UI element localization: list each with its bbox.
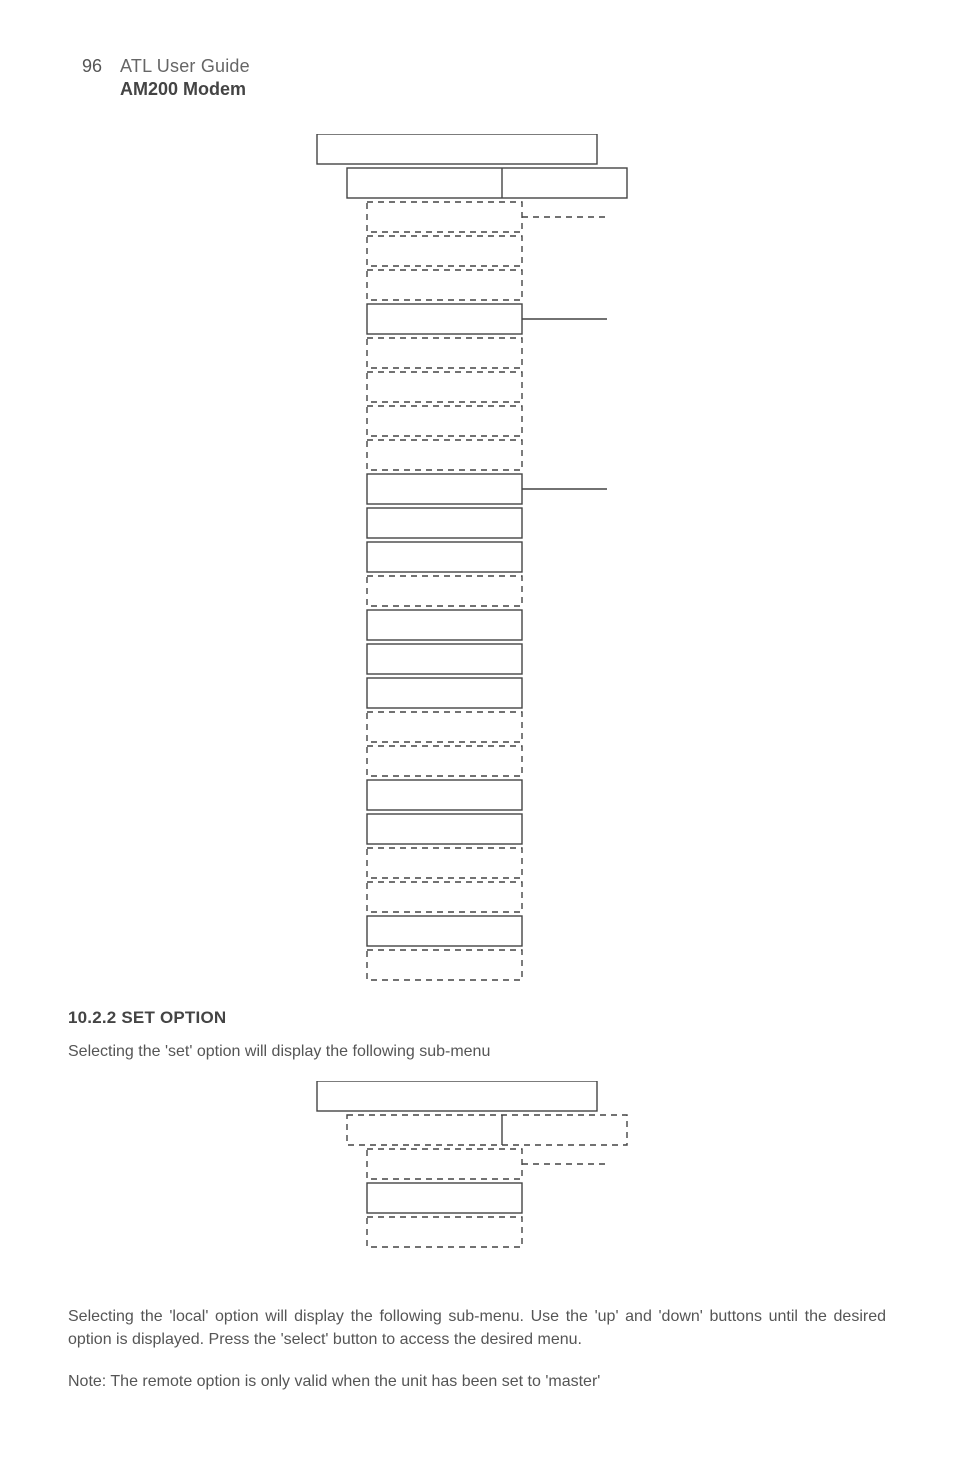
spacer [68, 1275, 886, 1305]
page-header: 96 ATL User Guide AM200 Modem [68, 56, 886, 100]
local-paragraph: Selecting the 'local' option will displa… [68, 1305, 886, 1351]
diagram-large-wrap [68, 134, 886, 986]
menu-tree-diagram-small [297, 1081, 657, 1253]
menu-tree-diagram-large [297, 134, 657, 986]
section-heading: 10.2.2 SET OPTION [68, 1008, 886, 1028]
note-paragraph: Note: The remote option is only valid wh… [68, 1370, 886, 1393]
page-number: 96 [68, 56, 102, 77]
header-titles: ATL User Guide AM200 Modem [120, 56, 250, 100]
product-title: AM200 Modem [120, 79, 250, 100]
diagram-small-wrap [68, 1081, 886, 1253]
document-page: 96 ATL User Guide AM200 Modem 10.2.2 SET… [0, 0, 954, 1471]
doc-title: ATL User Guide [120, 56, 250, 77]
intro-paragraph: Selecting the 'set' option will display … [68, 1040, 886, 1063]
